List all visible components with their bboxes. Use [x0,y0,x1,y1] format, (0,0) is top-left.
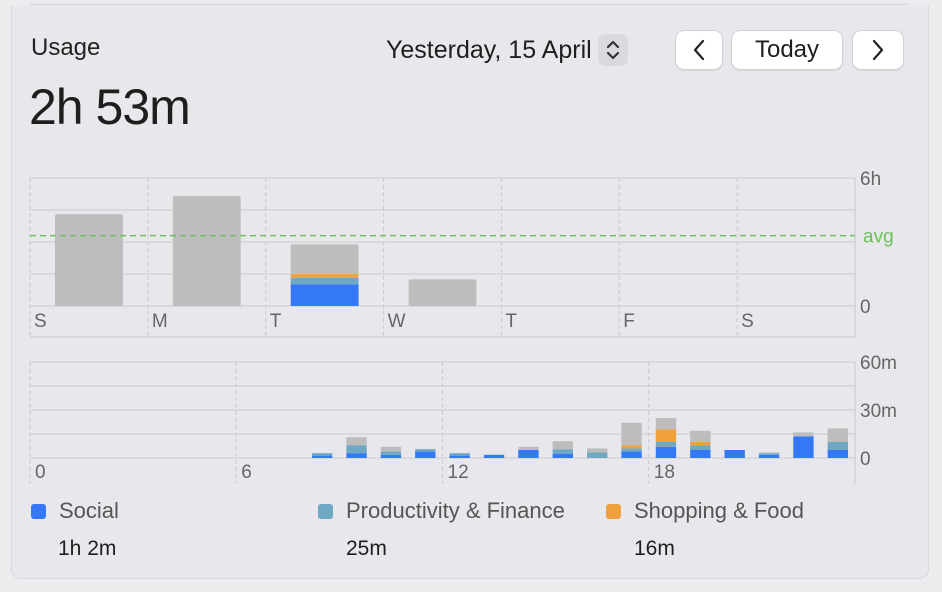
bar-other [55,214,123,306]
bar-productivity [690,445,711,450]
productivity-swatch [318,503,333,519]
legend-label: Productivity & Finance [346,498,565,523]
bar-other [621,422,642,446]
bar-productivity [380,451,402,455]
chevron-up-down-icon [606,40,619,60]
x-tick-label: 6 [241,462,252,483]
x-tick-label: 12 [448,462,469,483]
bar-other [552,441,573,450]
bar-productivity [621,448,642,452]
bar-other [758,452,780,454]
y-tick-label: 60m [860,353,897,374]
legend-label: Social [59,498,119,523]
bar-productivity [415,449,436,452]
hourly-usage-chart: 0 6 12 18 60m 30m 0 [29,353,897,484]
x-tick-label: W [388,311,406,332]
bar-social [724,450,745,458]
x-tick-label: M [152,311,168,332]
bar-social [415,451,436,458]
date-stepper[interactable] [597,34,628,66]
legend-label: Shopping & Food [634,498,805,523]
bar-shopping [290,274,359,278]
bar-productivity [827,442,848,450]
social-swatch [31,503,46,519]
bar-social [621,451,642,458]
x-tick-label: 18 [654,462,675,483]
x-tick-label: S [741,311,754,332]
bar-productivity [552,449,573,454]
bar-social [793,436,814,458]
bar-productivity [346,445,367,454]
bar-other [346,437,367,446]
bar-other [290,244,359,275]
today-button[interactable]: Today [731,30,843,70]
bar-social [483,454,505,458]
bar-productivity [758,453,780,455]
bar-productivity [312,453,333,456]
x-tick-label: F [623,311,635,332]
bar-other [690,430,711,442]
x-tick-label: T [270,311,282,332]
shopping-swatch [606,503,621,519]
bar-shopping [655,429,677,442]
y-tick-label: 0 [860,449,871,470]
x-tick-label: T [505,311,517,332]
bar-social [449,455,470,458]
average-label: avg [863,227,894,248]
bar-other [587,448,608,453]
bar-social [552,454,573,458]
top-divider [30,4,908,5]
previous-day-button[interactable] [675,30,723,70]
bar-other [172,196,241,306]
bar-shopping [621,445,642,449]
bar-other [518,446,539,450]
bar-shopping [690,442,711,446]
bar-social [655,446,677,458]
chevron-left-icon [693,39,705,61]
legend-item-productivity: Productivity & Finance [318,498,565,524]
bar-productivity [655,442,677,447]
bar-social [827,450,848,458]
usage-title: Usage [31,34,101,61]
x-tick-label: S [34,311,47,332]
legend-value-social: 1h 2m [58,537,117,560]
y-tick-label: 30m [860,401,897,422]
bar-other [380,446,402,452]
legend-item-social: Social [31,498,119,524]
date-label: Yesterday, 15 April [386,35,592,64]
total-usage-time: 2h 53m [29,79,191,135]
bar-social [346,453,367,458]
bar-productivity [449,453,470,456]
next-day-button[interactable] [852,30,904,70]
y-tick-label: 0 [860,297,871,318]
bar-other [408,279,477,306]
bar-social [518,450,539,458]
legend-value-shopping: 16m [634,537,675,560]
date-selector[interactable]: Yesterday, 15 April [386,34,628,66]
bar-productivity [587,452,608,458]
bar-social [380,454,402,458]
bar-social [690,450,711,458]
bar-social [312,455,333,458]
bar-other [793,432,814,437]
bar-productivity [290,277,359,285]
chevron-right-icon [872,39,884,61]
x-tick-label: 0 [35,462,46,483]
legend-value-productivity: 25m [346,537,387,560]
bar-other [827,428,848,442]
bar-social [758,454,780,458]
y-tick-label: 6h [860,169,881,190]
legend-item-shopping: Shopping & Food [606,498,804,524]
bar-social [290,284,359,306]
bar-other [655,418,677,430]
